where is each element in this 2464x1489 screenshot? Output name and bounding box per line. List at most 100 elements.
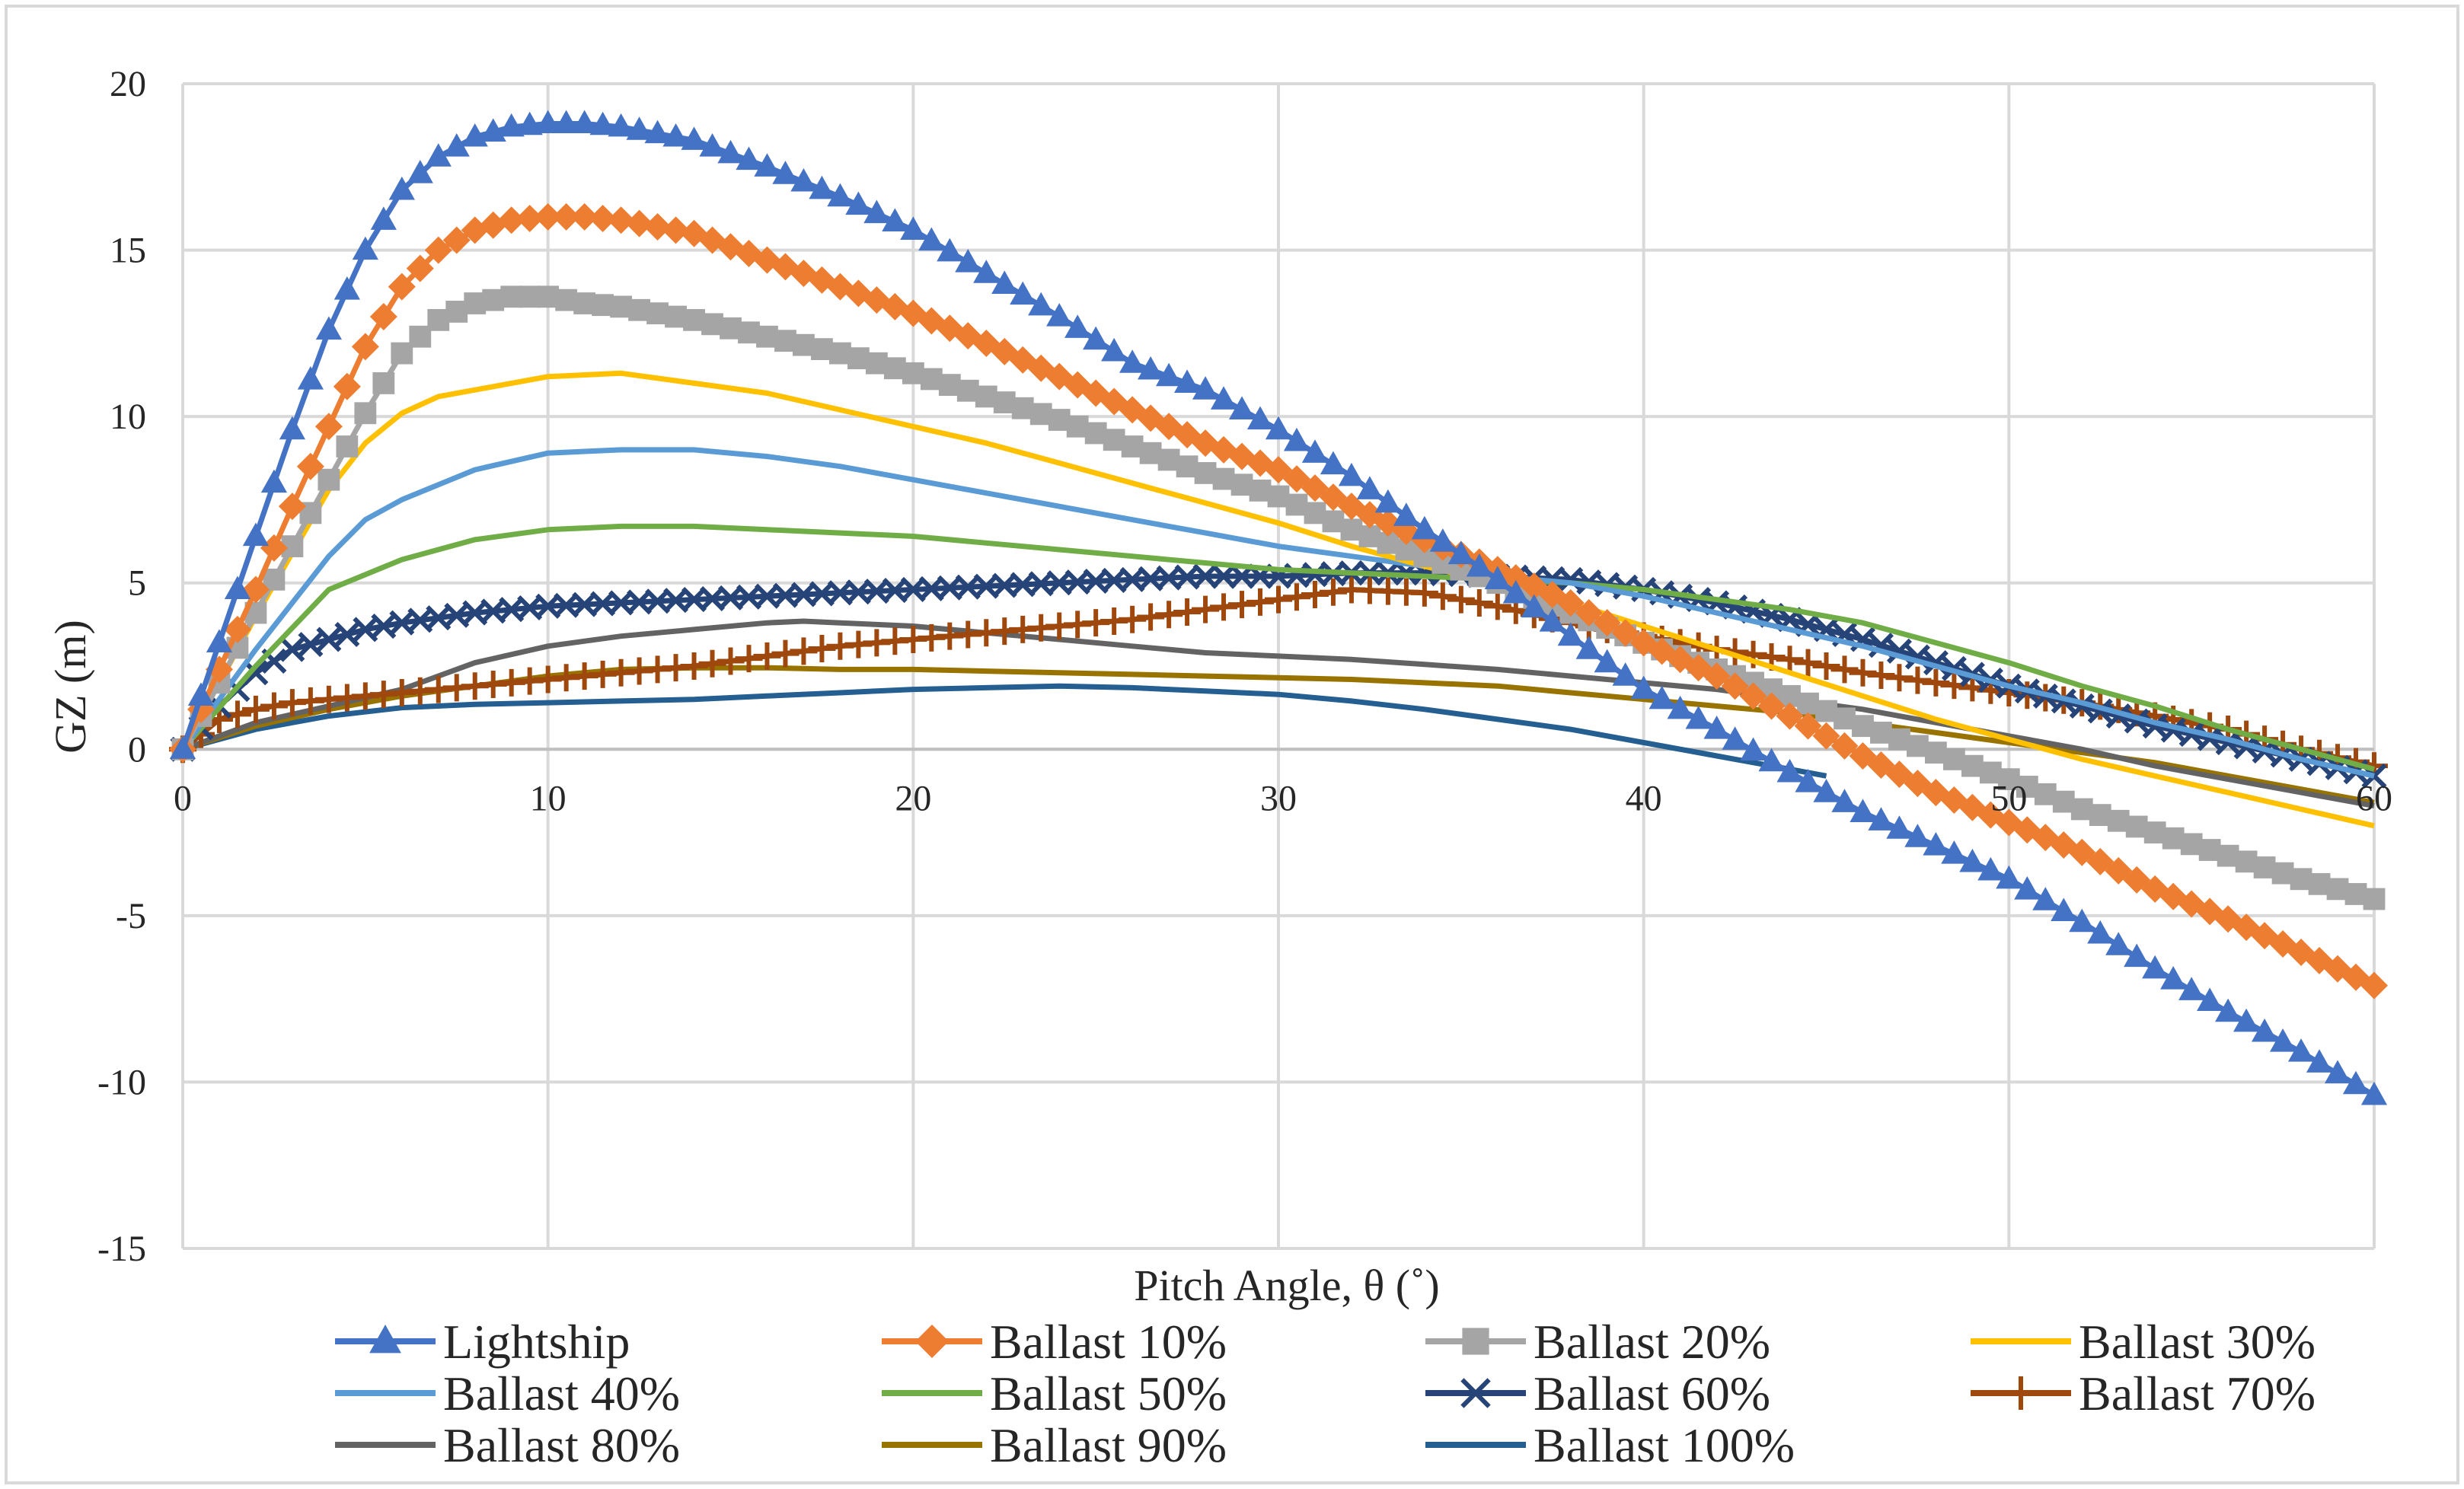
data-point xyxy=(370,206,397,230)
legend-label: Ballast 40% xyxy=(443,1366,680,1420)
x-tick-label: 40 xyxy=(1626,778,1662,818)
data-point xyxy=(1228,591,1256,619)
data-point xyxy=(1867,662,1895,690)
x-axis-title: Pitch Angle, θ (˚) xyxy=(1134,1261,1440,1310)
data-point xyxy=(1410,579,1438,607)
data-point xyxy=(827,183,854,207)
data-point xyxy=(1282,583,1310,611)
data-point xyxy=(1831,789,1858,812)
data-point xyxy=(2068,838,2096,866)
data-point xyxy=(2197,987,2223,1012)
data-point xyxy=(918,227,945,251)
data-point xyxy=(937,238,963,262)
data-point xyxy=(1904,666,1932,694)
data-point xyxy=(589,205,617,233)
data-point xyxy=(1867,751,1895,780)
data-point xyxy=(1282,465,1310,493)
data-point xyxy=(296,452,324,480)
data-point xyxy=(1173,369,1201,394)
x-tick-label: 20 xyxy=(895,778,931,818)
data-point xyxy=(1594,649,1620,673)
data-point xyxy=(1301,581,1329,609)
data-point xyxy=(1228,396,1256,419)
data-point xyxy=(991,270,1018,294)
legend-label: Ballast 10% xyxy=(990,1315,1227,1369)
data-point xyxy=(1923,832,1949,856)
data-point xyxy=(882,208,908,232)
data-point xyxy=(1575,599,1603,627)
data-point xyxy=(1830,732,1859,760)
series-ballast-10pct xyxy=(169,202,2388,1000)
data-point xyxy=(717,139,744,164)
data-point xyxy=(736,146,762,171)
data-point xyxy=(1192,595,1220,623)
data-point xyxy=(1447,585,1475,614)
data-point xyxy=(1173,598,1202,626)
data-point xyxy=(2342,1070,2370,1095)
data-point xyxy=(334,276,360,300)
legend-label: Ballast 30% xyxy=(2079,1315,2316,1369)
legend-marker xyxy=(2004,1376,2038,1410)
data-point xyxy=(1556,588,1585,617)
data-point xyxy=(406,254,434,282)
data-point xyxy=(316,627,342,652)
x-tick-label: 50 xyxy=(1990,778,2027,818)
data-point xyxy=(1265,416,1292,440)
data-point xyxy=(1593,609,1621,637)
data-point xyxy=(297,366,324,390)
data-point xyxy=(2324,1060,2351,1084)
tick-labels: -15 -10 -5 0 5 10 15 20 0 10 20 30 40 50 60 xyxy=(97,64,2392,1269)
data-point xyxy=(1941,840,1968,864)
data-point xyxy=(497,206,525,234)
data-point xyxy=(314,413,343,441)
legend-item-ballast-20pct: Ballast 20% xyxy=(1425,1315,1770,1369)
data-point xyxy=(336,435,359,458)
data-point xyxy=(662,123,689,147)
data-point xyxy=(863,199,890,224)
legend-label: Ballast 80% xyxy=(443,1418,680,1472)
data-point xyxy=(1101,337,1128,362)
data-point xyxy=(1484,566,1511,589)
data-point xyxy=(1849,658,1877,687)
data-point xyxy=(2086,847,2115,875)
series-lightship xyxy=(169,110,2388,1105)
data-point xyxy=(1794,712,1822,740)
data-point xyxy=(2069,908,2095,933)
data-point xyxy=(1246,406,1274,430)
data-point xyxy=(1703,716,1730,739)
legend-label: Ballast 20% xyxy=(1534,1315,1770,1369)
data-point xyxy=(753,642,781,670)
data-point xyxy=(1740,737,1767,761)
data-point xyxy=(1138,356,1164,380)
legend-marker xyxy=(915,1325,949,1358)
data-point xyxy=(771,639,800,668)
data-point xyxy=(717,647,745,675)
data-point xyxy=(1265,456,1292,484)
data-point xyxy=(643,212,672,241)
x-tick-label: 30 xyxy=(1260,778,1297,818)
data-point xyxy=(1959,848,1986,872)
data-point xyxy=(1850,799,1876,822)
data-point xyxy=(1319,483,1347,512)
data-point xyxy=(1685,705,1712,729)
data-point xyxy=(1630,675,1657,700)
data-point xyxy=(1265,585,1292,614)
y-tick-label: -5 xyxy=(116,896,146,936)
data-point xyxy=(1320,451,1347,475)
data-point xyxy=(260,469,288,493)
legend-item-ballast-50pct: Ballast 50% xyxy=(882,1366,1227,1420)
legend-marker xyxy=(1462,1328,1489,1355)
data-point xyxy=(224,576,251,600)
data-point xyxy=(2051,898,2077,921)
data-point xyxy=(1557,622,1584,646)
data-point xyxy=(1319,578,1347,606)
data-point xyxy=(369,303,397,330)
data-point xyxy=(644,120,671,144)
data-point xyxy=(2287,1038,2315,1062)
data-point xyxy=(553,110,579,134)
data-point xyxy=(1722,726,1748,750)
data-point xyxy=(2269,1028,2296,1052)
legend-label: Ballast 100% xyxy=(1534,1418,1795,1472)
data-point xyxy=(1739,682,1767,710)
